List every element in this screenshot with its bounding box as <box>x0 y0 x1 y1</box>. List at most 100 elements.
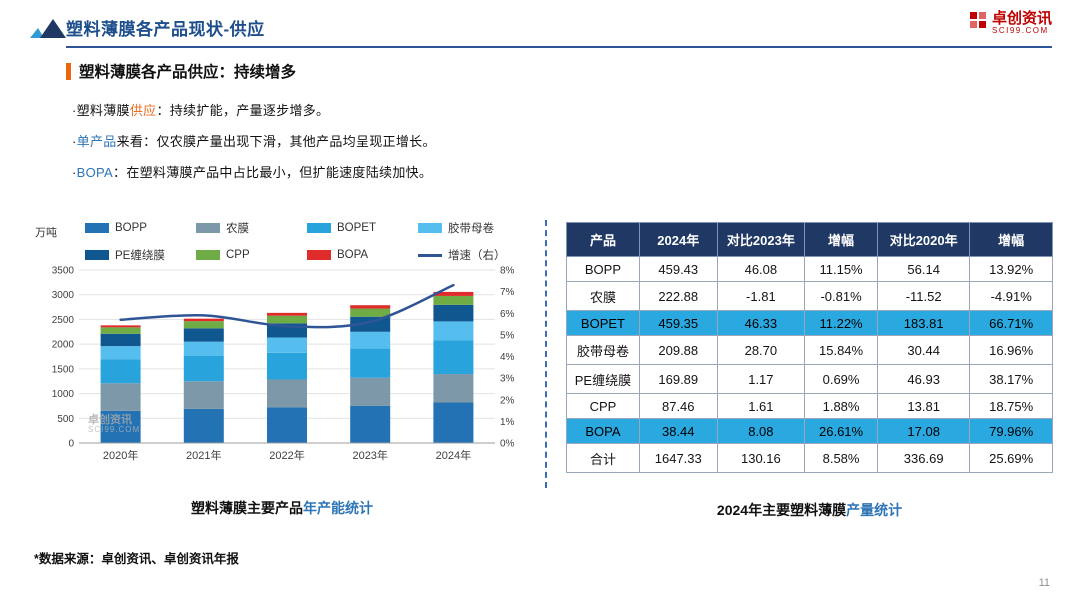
table-cell: 66.71% <box>969 310 1053 336</box>
table-cell: -1.81 <box>716 281 806 311</box>
table-cell: 209.88 <box>638 335 718 365</box>
table-cell: BOPET <box>566 310 640 336</box>
page-number: 11 <box>1038 577 1050 589</box>
table-header-cell: 增幅 <box>969 222 1053 257</box>
svg-text:2021年: 2021年 <box>186 448 221 462</box>
company-logo: 卓创资讯 SCI99.COM <box>969 11 1052 35</box>
table-cell: -0.81% <box>804 281 878 311</box>
table-cell: 胶带母卷 <box>566 335 640 365</box>
table-cell: 30.44 <box>876 335 971 365</box>
table-row: 合计 1647.33 130.16 8.58% 336.69 25.69% <box>566 443 1053 473</box>
svg-text:4%: 4% <box>500 352 515 363</box>
table-cell: 28.70 <box>716 335 806 365</box>
section-title: 塑料薄膜各产品供应：持续增多 <box>79 64 297 81</box>
svg-text:0%: 0% <box>500 439 515 450</box>
svg-text:2000: 2000 <box>52 340 75 351</box>
bullet-item: ·单产品来看：仅农膜产量出现下滑，其他产品均呈现正增长。 <box>72 134 436 149</box>
svg-text:3500: 3500 <box>52 266 75 277</box>
table-cell: 16.96% <box>969 335 1053 365</box>
legend-item: 胶带母卷 <box>418 220 525 236</box>
table-cell: 13.92% <box>969 256 1053 282</box>
table-caption: 2024年主要塑料薄膜产量统计 <box>566 500 1053 520</box>
table-cell: -11.52 <box>876 281 971 311</box>
legend-line-swatch <box>418 253 442 257</box>
table-cell: 0.69% <box>804 364 878 394</box>
table-caption-blue: 产量统计 <box>846 502 903 518</box>
legend-label: BOPET <box>337 222 376 234</box>
svg-text:2024年: 2024年 <box>436 448 471 462</box>
chart-caption-blue: 年产能统计 <box>303 500 373 516</box>
table-cell: 79.96% <box>969 418 1053 444</box>
svg-text:7%: 7% <box>500 287 515 298</box>
table-panel: 产品 2024年 对比2023年 增幅 对比2020年 增幅 BOPP 459.43 46.08… <box>566 222 1053 473</box>
table-header-cell: 增幅 <box>804 222 878 257</box>
svg-text:8%: 8% <box>500 266 515 277</box>
chart-panel: 万吨 BOPP 农膜 BOPET 胶带母卷 PE缠绕膜 CPP BOPA 增速（右） 0 500… <box>33 218 531 474</box>
legend-label: PE缠绕膜 <box>115 250 165 262</box>
bullet-item: ·塑料薄膜供应：持续扩能，产量逐步增多。 <box>72 103 330 118</box>
table-row: 胶带母卷 209.88 28.70 15.84% 30.44 16.96% <box>566 335 1053 365</box>
table-cell: 46.93 <box>876 364 971 394</box>
svg-text:3000: 3000 <box>52 290 75 301</box>
dashed-divider <box>545 220 547 488</box>
table-cell: 459.43 <box>638 256 718 282</box>
svg-text:1%: 1% <box>500 417 515 428</box>
table-cell: 56.14 <box>876 256 971 282</box>
table-cell: 25.69% <box>969 443 1053 473</box>
svg-text:3%: 3% <box>500 374 515 385</box>
table-cell: 169.89 <box>638 364 718 394</box>
table-cell: 222.88 <box>638 281 718 311</box>
table-cell: 87.46 <box>638 393 718 419</box>
table-cell: 1.88% <box>804 393 878 419</box>
table-cell: 38.17% <box>969 364 1053 394</box>
table-cell: 26.61% <box>804 418 878 444</box>
watermark-name: 卓创资讯 <box>88 414 132 426</box>
watermark-url: SCI99.COM <box>88 425 141 435</box>
table-cell: 1.61 <box>716 393 806 419</box>
svg-text:2020年: 2020年 <box>103 448 138 462</box>
svg-text:2500: 2500 <box>52 315 75 326</box>
table-caption-black: 2024年主要塑料薄膜 <box>716 502 847 518</box>
legend-item: BOPP <box>85 220 192 236</box>
section-heading: 塑料薄膜各产品供应：持续增多 <box>66 60 296 82</box>
legend-item: BOPET <box>307 220 414 236</box>
legend-color-swatch <box>307 250 331 260</box>
table-cell: 8.08 <box>716 418 806 444</box>
logo-subtitle: SCI99.COM <box>991 25 1049 35</box>
legend-color-swatch <box>85 223 109 233</box>
table-row: CPP 87.46 1.61 1.88% 13.81 18.75% <box>566 393 1053 419</box>
svg-text:500: 500 <box>57 414 74 425</box>
legend-color-swatch <box>85 250 109 260</box>
legend-item: PE缠绕膜 <box>85 247 192 263</box>
logo-name: 卓创资讯 <box>991 10 1052 27</box>
table-cell: BOPA <box>566 418 640 444</box>
table-row: BOPET 459.35 46.33 11.22% 183.81 66.71% <box>566 310 1053 336</box>
accent-bar <box>66 62 71 80</box>
legend-label: CPP <box>226 249 250 261</box>
table-cell: 130.16 <box>716 443 806 473</box>
table-cell: 1.17 <box>716 364 806 394</box>
table-cell: 183.81 <box>876 310 971 336</box>
page-title: 塑料薄膜各产品现状-供应 <box>66 20 265 39</box>
legend-label: 增速（右） <box>448 250 506 262</box>
svg-text:2%: 2% <box>500 395 515 406</box>
table-cell: 38.44 <box>638 418 718 444</box>
arrow-decoration-icon <box>30 19 66 38</box>
chart-legend: BOPP 农膜 BOPET 胶带母卷 PE缠绕膜 CPP BOPA 增速（右） <box>85 220 525 263</box>
svg-text:1500: 1500 <box>52 364 75 375</box>
table-cell: 农膜 <box>566 281 640 311</box>
table-cell: CPP <box>566 393 640 419</box>
legend-label: 农膜 <box>226 223 249 235</box>
production-table: 产品 2024年 对比2023年 增幅 对比2020年 增幅 BOPP 459.43 46.08… <box>566 222 1053 473</box>
table-row: BOPA 38.44 8.08 26.61% 17.08 79.96% <box>566 418 1053 444</box>
table-cell: 46.08 <box>716 256 806 282</box>
table-row: PE缠绕膜 169.89 1.17 0.69% 46.93 38.17% <box>566 364 1053 394</box>
legend-label: BOPA <box>337 249 369 261</box>
chart-caption-black: 塑料薄膜主要产品 <box>191 500 303 516</box>
table-cell: 18.75% <box>969 393 1053 419</box>
table-cell: 459.35 <box>638 310 718 336</box>
legend-color-swatch <box>196 250 220 260</box>
table-cell: PE缠绕膜 <box>566 364 640 394</box>
table-cell: -4.91% <box>969 281 1053 311</box>
